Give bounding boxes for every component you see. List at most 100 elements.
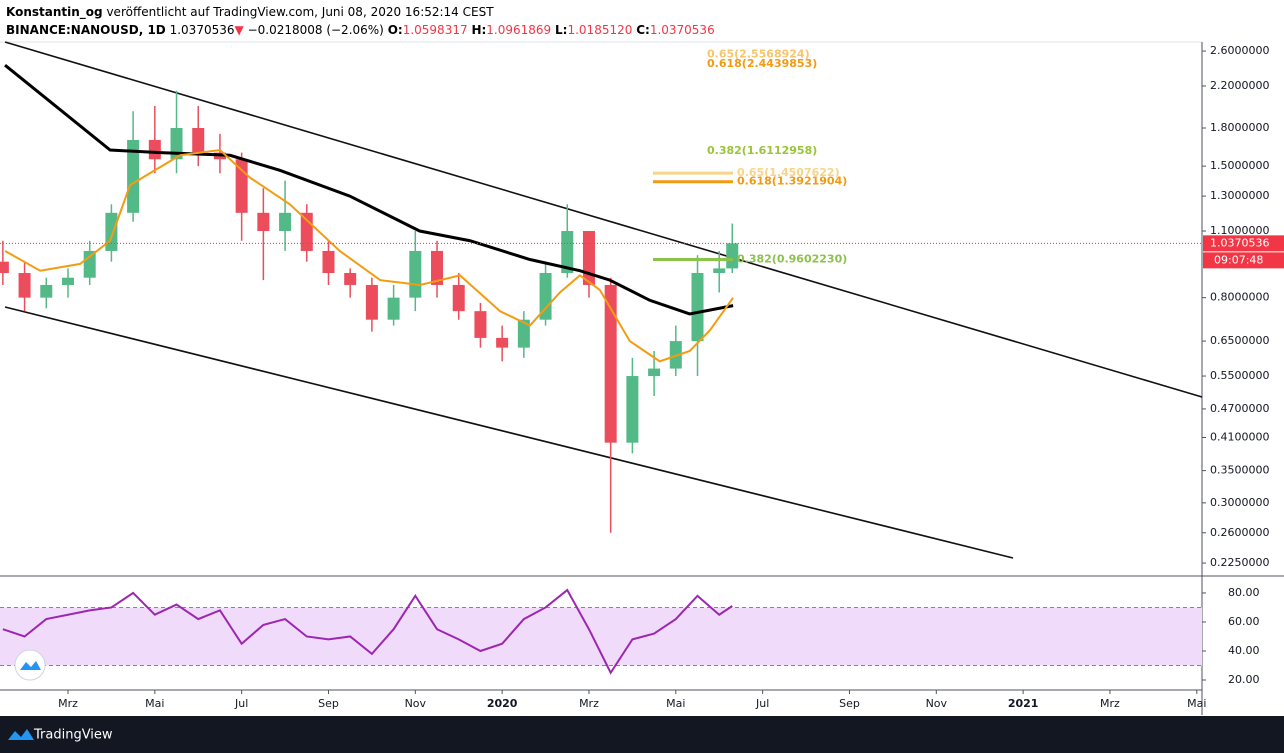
candle-body: [582, 231, 595, 285]
moving-average: [4, 64, 734, 316]
y-tick-label: 0.4100000: [1210, 431, 1270, 444]
rsi-logo: [14, 649, 46, 681]
candle-body: [300, 212, 313, 251]
last-price-label: 1.0370536: [1210, 236, 1270, 249]
symbol: BINANCE:NANOUSD, 1D: [6, 23, 166, 37]
candle-body: [474, 311, 487, 338]
y-tick-label: 0.2250000: [1210, 556, 1270, 569]
y-tick-label: 20.00: [1228, 673, 1260, 686]
y-tick-label: 0.6500000: [1210, 334, 1270, 347]
ohlc-label: H:: [471, 23, 486, 37]
y-tick-label: 1.8000000: [1210, 121, 1270, 134]
y-tick-label: 0.4700000: [1210, 402, 1270, 415]
candle-body: [604, 284, 617, 443]
countdown-label: 09:07:48: [1214, 253, 1263, 266]
fib-label: 0.618(2.4439853): [707, 57, 817, 70]
symbol-line: BINANCE:NANOUSD, 1D 1.0370536▼ −0.021800…: [6, 23, 715, 37]
y-tick-label: 40.00: [1228, 644, 1260, 657]
ohlc-label: L:: [555, 23, 567, 37]
candle-body: [40, 284, 53, 298]
x-tick-label: Mrz: [1100, 697, 1120, 710]
y-tick-label: 2.2000000: [1210, 79, 1270, 92]
candle-body: [691, 273, 704, 342]
candle-body: [127, 139, 140, 213]
ohlc-value: 1.0185120: [567, 23, 632, 37]
candle-body: [539, 273, 552, 320]
candle-body: [452, 284, 465, 312]
candle-body: [561, 231, 574, 274]
x-tick-label: Mrz: [58, 697, 78, 710]
y-tick-label: 0.8000000: [1210, 291, 1270, 304]
x-tick-label: Mai: [1187, 697, 1206, 710]
x-tick-label: Nov: [926, 697, 948, 710]
candle-body: [148, 139, 161, 160]
y-tick-label: 60.00: [1228, 615, 1260, 628]
trend-line: [4, 41, 1203, 398]
x-tick-label: Nov: [405, 697, 427, 710]
x-tick-label: Mrz: [579, 697, 599, 710]
published: veröffentlicht auf TradingView.com, Juni…: [106, 5, 494, 19]
candle-body: [18, 273, 31, 298]
y-tick-label: 1.1000000: [1210, 224, 1270, 237]
fib-label: 0.65(1.4507622): [737, 166, 840, 179]
x-tick-label: Mai: [666, 697, 685, 710]
header-line: Konstantin_og veröffentlicht auf Trading…: [6, 5, 494, 20]
fib-label: 0.65(2.5568924): [707, 48, 810, 61]
author: Konstantin_og: [6, 5, 103, 20]
candle-body: [105, 212, 118, 251]
candle-body: [626, 376, 639, 443]
x-tick-label: 2021: [1008, 697, 1039, 710]
ohlc-label: O:: [388, 23, 403, 37]
countdown-box: [1203, 252, 1284, 269]
y-tick-label: 0.2600000: [1210, 526, 1270, 539]
ohlc-value: 1.0598317: [403, 23, 468, 37]
candle-body: [192, 127, 205, 153]
candle-body: [0, 261, 9, 274]
rsi-line: [2, 588, 733, 675]
brand: TradingView: [33, 728, 113, 743]
last-value: 1.0370536: [170, 23, 235, 37]
change: −0.0218008 (−2.06%): [248, 23, 384, 37]
y-tick-label: 2.6000000: [1210, 44, 1270, 57]
candle-body: [279, 212, 292, 232]
ohlc-value: 1.0370536: [650, 23, 715, 37]
x-tick-label: Jul: [755, 697, 769, 710]
candle-body: [648, 368, 661, 377]
candle-body: [726, 243, 739, 269]
candle-body: [322, 250, 335, 274]
candle-body: [517, 319, 530, 348]
fib-label: 0.382(1.6112958): [707, 144, 817, 157]
fib-label: 0.382(0.9602230): [737, 252, 847, 265]
trend-line: [4, 306, 1014, 559]
candle-body: [365, 284, 378, 320]
rsi-band: [0, 607, 1202, 666]
y-tick-label: 0.5500000: [1210, 369, 1270, 382]
candle-body: [257, 212, 270, 232]
candle-body: [61, 277, 74, 285]
candle-body: [409, 250, 422, 298]
x-tick-label: Jul: [234, 697, 248, 710]
x-tick-label: Mai: [145, 697, 164, 710]
brand-logo: [8, 729, 34, 740]
y-tick-label: 1.3000000: [1210, 189, 1270, 202]
x-tick-label: 2020: [487, 697, 518, 710]
y-tick-label: 80.00: [1228, 586, 1260, 599]
candle-body: [170, 127, 183, 160]
candle-body: [713, 268, 726, 274]
last-price-box: [1203, 235, 1284, 252]
ohlc-label: C:: [636, 23, 650, 37]
y-tick-label: 0.3000000: [1210, 496, 1270, 509]
candle-body: [83, 250, 96, 278]
x-tick-label: Sep: [318, 697, 339, 710]
fib-label: 0.618(1.3921904): [737, 175, 847, 188]
y-tick-label: 0.3500000: [1210, 464, 1270, 477]
arrow: ▼: [235, 23, 245, 37]
candle-body: [344, 273, 357, 285]
candle-body: [431, 250, 444, 285]
candle-body: [387, 297, 400, 320]
y-tick-label: 1.5000000: [1210, 159, 1270, 172]
ohlc-value: 1.0961869: [486, 23, 551, 37]
candle-body: [496, 337, 509, 348]
